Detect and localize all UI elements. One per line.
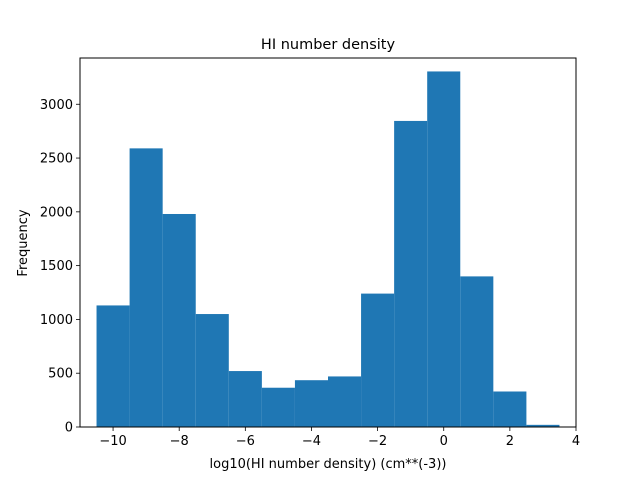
x-axis-label: log10(HI number density) (cm**(-3)) [210, 457, 447, 472]
y-axis-ticks: 0 500 1000 1500 2000 2500 3000 [40, 98, 80, 436]
chart-title: HI number density [261, 37, 396, 53]
bars-group [97, 71, 560, 427]
y-axis-label: Frequency [16, 209, 31, 276]
y-tick-label: 0 [65, 421, 73, 436]
histogram-bar [229, 371, 262, 427]
histogram-bar [460, 276, 493, 427]
x-tick-label: −4 [302, 434, 321, 449]
x-tick-label: 2 [506, 434, 514, 449]
y-tick-label: 3000 [40, 98, 73, 113]
histogram-bar [295, 380, 328, 427]
histogram-bar [130, 148, 163, 427]
histogram-bar [361, 294, 394, 427]
x-axis-ticks: −10 −8 −6 −4 −2 0 2 4 [99, 427, 580, 449]
histogram-bar [394, 121, 427, 427]
histogram-bar [493, 391, 526, 427]
x-tick-label: −8 [170, 434, 189, 449]
histogram-bar [427, 71, 460, 427]
histogram-bar [163, 214, 196, 427]
histogram-bar [97, 305, 130, 427]
y-tick-label: 2000 [40, 205, 73, 220]
x-tick-label: 4 [572, 434, 580, 449]
y-tick-label: 2500 [40, 152, 73, 167]
histogram-bar [196, 314, 229, 427]
y-tick-label: 1000 [40, 313, 73, 328]
x-tick-label: −6 [236, 434, 255, 449]
x-tick-label: −10 [99, 434, 126, 449]
x-tick-label: −2 [368, 434, 387, 449]
y-tick-label: 1500 [40, 259, 73, 274]
histogram-bar [262, 388, 295, 427]
x-tick-label: 0 [440, 434, 448, 449]
y-tick-label: 500 [48, 367, 73, 382]
histogram-bar [328, 376, 361, 427]
